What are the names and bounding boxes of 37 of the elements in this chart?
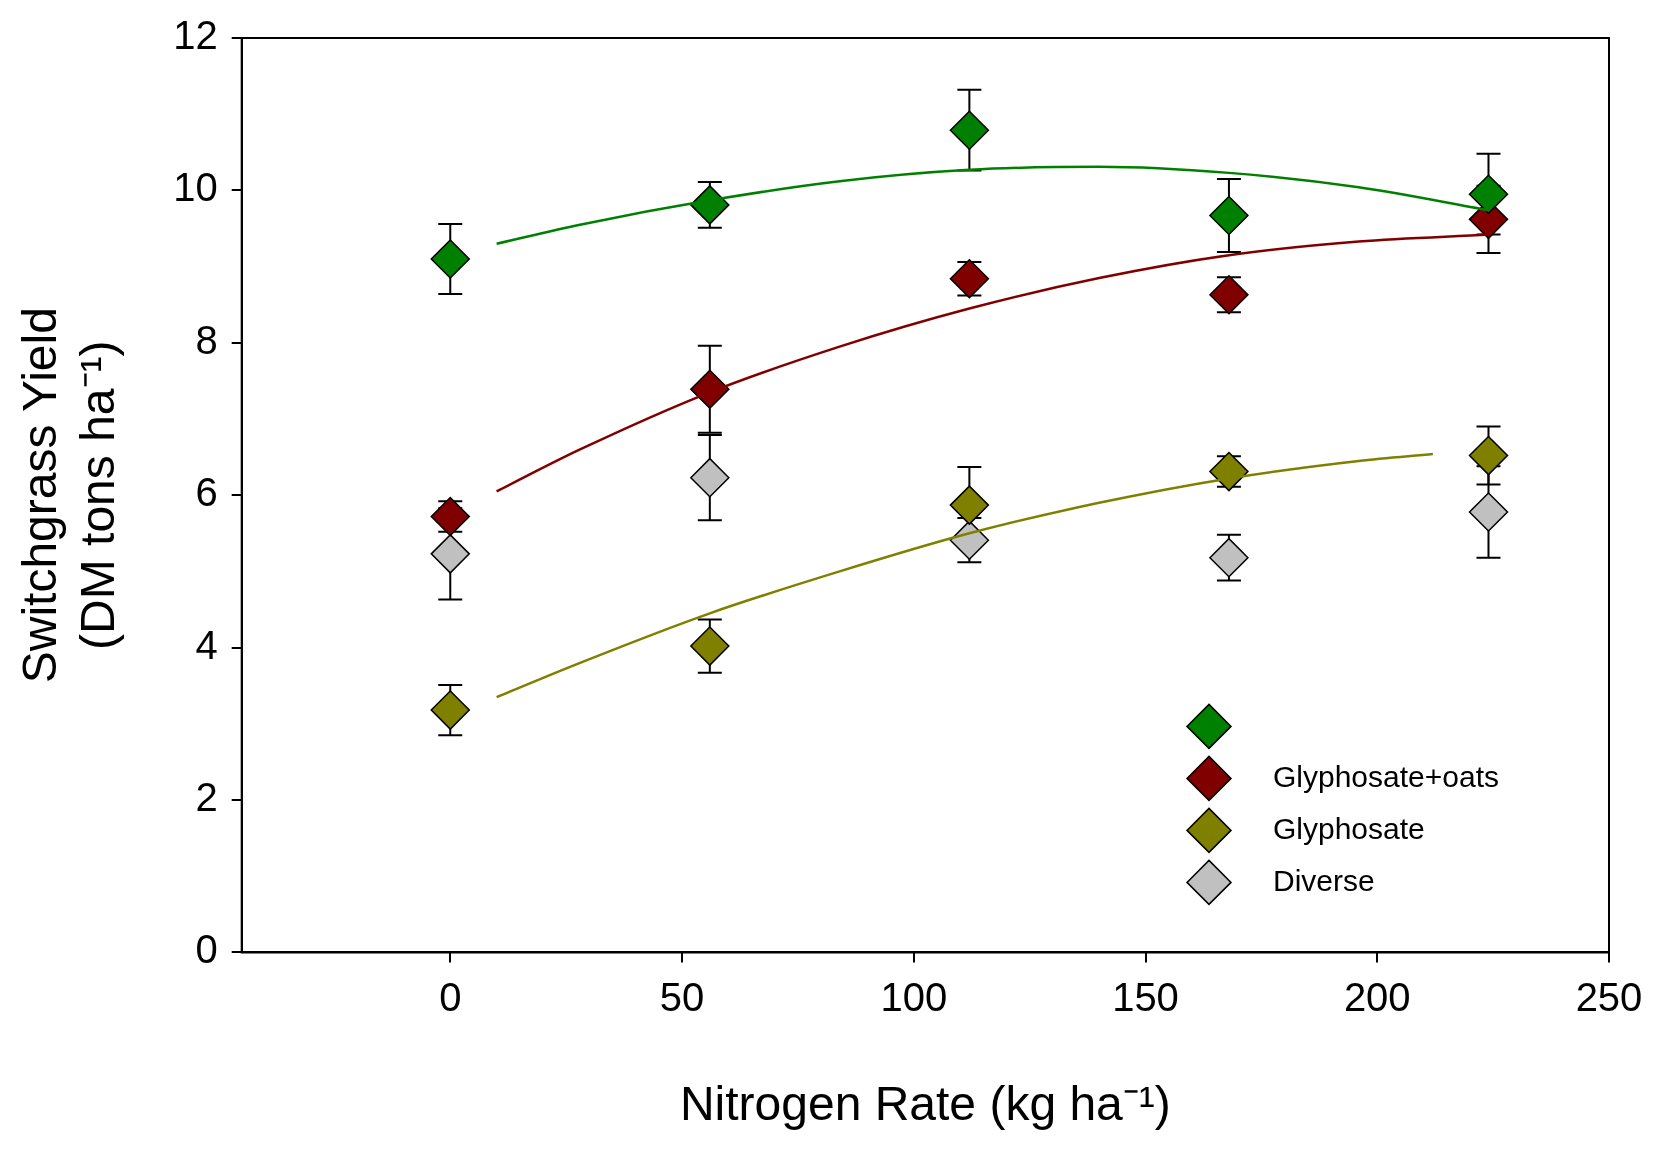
y-tick-label: 0: [195, 927, 218, 972]
point: [1209, 275, 1249, 315]
y-tick-label: 8: [195, 317, 218, 362]
point: [690, 185, 730, 225]
x-tick-label: 250: [1575, 975, 1643, 1020]
point: [949, 259, 990, 299]
point: [690, 457, 730, 498]
point: [949, 485, 990, 525]
point: [949, 110, 990, 150]
x-tick-label: 150: [1112, 975, 1179, 1020]
point: [430, 534, 471, 574]
y-tick-label: 2: [195, 775, 218, 820]
y-tick-label: 10: [173, 165, 218, 210]
point: [690, 369, 730, 410]
point: [1468, 435, 1509, 476]
y-tick-label: 6: [195, 470, 218, 515]
y-tick-label: 4: [195, 622, 218, 667]
x-tick-label: 0: [439, 975, 462, 1020]
point: [1468, 174, 1509, 214]
legend-label: Glyphosate+oats: [1273, 759, 1499, 793]
point: [430, 496, 471, 537]
line-series: [495, 452, 1435, 699]
legend-label: Glyphosate: [1273, 811, 1425, 845]
point: [1209, 195, 1249, 236]
y-axis-title: Switchgrass Yield (DM tons ha⁻¹): [13, 307, 124, 684]
point: [430, 239, 471, 279]
x-tick-label: 200: [1343, 975, 1411, 1020]
point: [1468, 492, 1509, 532]
x-axis-title: Nitrogen Rate (kg ha⁻¹): [679, 1077, 1171, 1131]
x-tick-label: 100: [880, 975, 948, 1020]
point: [1209, 537, 1249, 578]
legend-label: Diverse: [1273, 863, 1375, 897]
point: [690, 626, 730, 666]
y-tick-label: 12: [173, 13, 218, 58]
x-tick-label: 50: [659, 975, 705, 1020]
point: [1209, 451, 1249, 492]
point: [430, 690, 471, 730]
